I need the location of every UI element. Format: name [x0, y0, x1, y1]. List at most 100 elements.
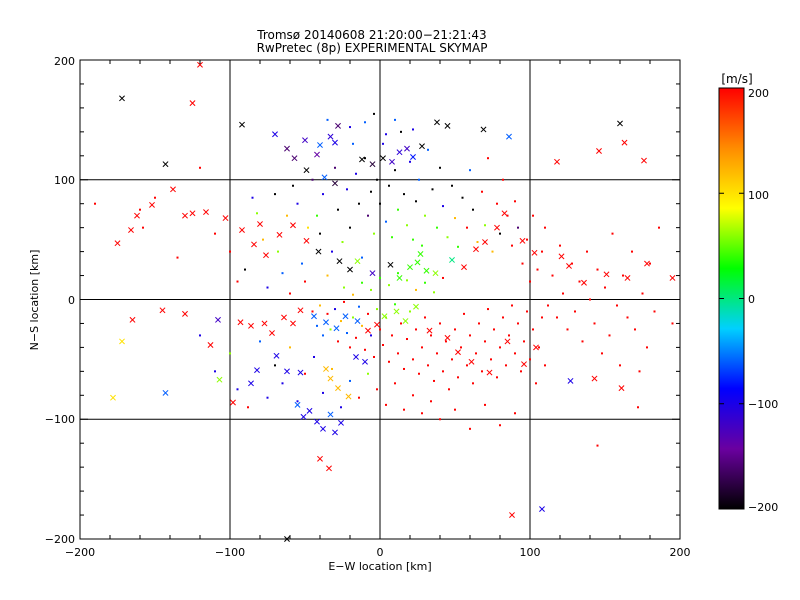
data-point-cross: [263, 252, 269, 259]
data-point-dot: [349, 346, 351, 349]
data-point-dot: [337, 340, 339, 343]
data-point-dot: [326, 312, 329, 315]
data-point-dot: [391, 236, 393, 239]
data-point-cross: [314, 418, 320, 425]
data-point-dot: [412, 394, 414, 397]
data-point-cross: [257, 221, 263, 228]
data-point-cross: [393, 308, 400, 315]
data-point-cross: [617, 120, 623, 127]
data-point-dot: [313, 355, 315, 358]
data-point-cross: [332, 429, 338, 436]
data-point-dot: [415, 328, 417, 331]
data-point-cross: [248, 380, 254, 387]
data-point-dot: [349, 126, 351, 129]
data-point-cross: [297, 369, 304, 376]
data-point-dot: [382, 142, 384, 145]
data-point-dot: [394, 169, 396, 172]
data-point-cross: [365, 327, 371, 334]
data-point-dot: [266, 286, 269, 289]
x-tick-label: 0: [377, 546, 384, 559]
data-point-cross: [389, 158, 395, 165]
data-point-cross: [558, 253, 565, 260]
data-point-dot: [154, 196, 156, 199]
data-point-dot: [499, 346, 501, 349]
data-point-dot: [514, 412, 516, 415]
data-point-cross: [434, 119, 440, 126]
data-point-cross: [354, 258, 361, 265]
x-tick-label: 100: [520, 546, 541, 559]
data-point-dot: [505, 364, 507, 367]
data-point-cross: [374, 321, 380, 328]
data-point-dot: [388, 184, 390, 187]
data-point-dot: [559, 244, 561, 247]
data-point-dot: [236, 280, 239, 283]
data-point-dot: [523, 340, 525, 343]
data-point-cross: [159, 307, 166, 314]
data-point-cross: [302, 137, 308, 144]
data-point-cross: [501, 210, 508, 217]
data-point-dot: [296, 400, 299, 403]
data-point-cross: [603, 271, 610, 278]
colorbar-tick-label: 0: [748, 293, 755, 306]
data-point-dot: [307, 226, 309, 229]
data-point-dot: [671, 322, 674, 325]
data-point-cross: [315, 248, 322, 255]
data-point-dot: [430, 400, 432, 403]
data-point-dot: [286, 214, 288, 217]
plot-area: [79, 59, 681, 542]
data-point-dot: [454, 408, 456, 411]
data-point-dot: [376, 308, 378, 311]
data-point-dot: [343, 286, 345, 289]
data-point-cross: [506, 133, 512, 140]
data-point-dot: [409, 160, 411, 163]
data-point-dot: [370, 190, 372, 193]
data-point-dot: [556, 316, 558, 319]
data-point-dot: [574, 310, 576, 313]
data-point-cross: [461, 264, 467, 271]
data-point-dot: [397, 208, 399, 211]
data-point-dot: [460, 346, 462, 349]
data-point-cross: [410, 154, 416, 160]
data-point-cross: [129, 316, 136, 323]
data-point-cross: [402, 318, 409, 325]
data-point-cross: [396, 274, 403, 281]
data-point-dot: [266, 396, 269, 399]
data-point-dot: [581, 340, 584, 343]
data-point-dot: [431, 188, 434, 191]
y-tick-label: −200: [45, 533, 75, 546]
data-point-dot: [439, 322, 441, 325]
data-point-cross: [669, 274, 676, 281]
data-point-cross: [354, 318, 361, 325]
data-point-dot: [415, 200, 417, 203]
data-point-cross: [189, 100, 196, 107]
data-point-dot: [445, 340, 447, 343]
data-point-dot: [412, 358, 414, 361]
data-point-dot: [469, 169, 471, 172]
data-point-dot: [506, 214, 509, 217]
data-point-dot: [520, 370, 522, 373]
data-point-cross: [449, 257, 455, 263]
data-point-dot: [373, 232, 375, 235]
data-point-cross: [326, 465, 332, 472]
data-point-cross: [290, 222, 296, 229]
data-point-dot: [376, 388, 378, 391]
data-point-cross: [182, 310, 188, 317]
data-point-cross: [335, 385, 341, 392]
data-point-dot: [367, 372, 369, 375]
data-point-dot: [364, 121, 366, 124]
data-point-cross: [297, 307, 304, 314]
data-point-cross: [251, 241, 257, 248]
data-point-dot: [340, 406, 342, 409]
data-point-dot: [589, 298, 591, 301]
data-point-cross: [482, 239, 488, 245]
data-point-dot: [412, 238, 414, 241]
data-point-dot: [331, 250, 333, 253]
data-point-cross: [162, 161, 169, 168]
data-point-dot: [427, 364, 429, 367]
data-point-dot: [616, 304, 618, 307]
data-point-dot: [352, 293, 354, 296]
y-tick-label: 200: [54, 55, 75, 68]
data-point-dot: [593, 322, 596, 325]
data-point-dot: [319, 232, 321, 235]
data-point-dot: [551, 274, 554, 277]
